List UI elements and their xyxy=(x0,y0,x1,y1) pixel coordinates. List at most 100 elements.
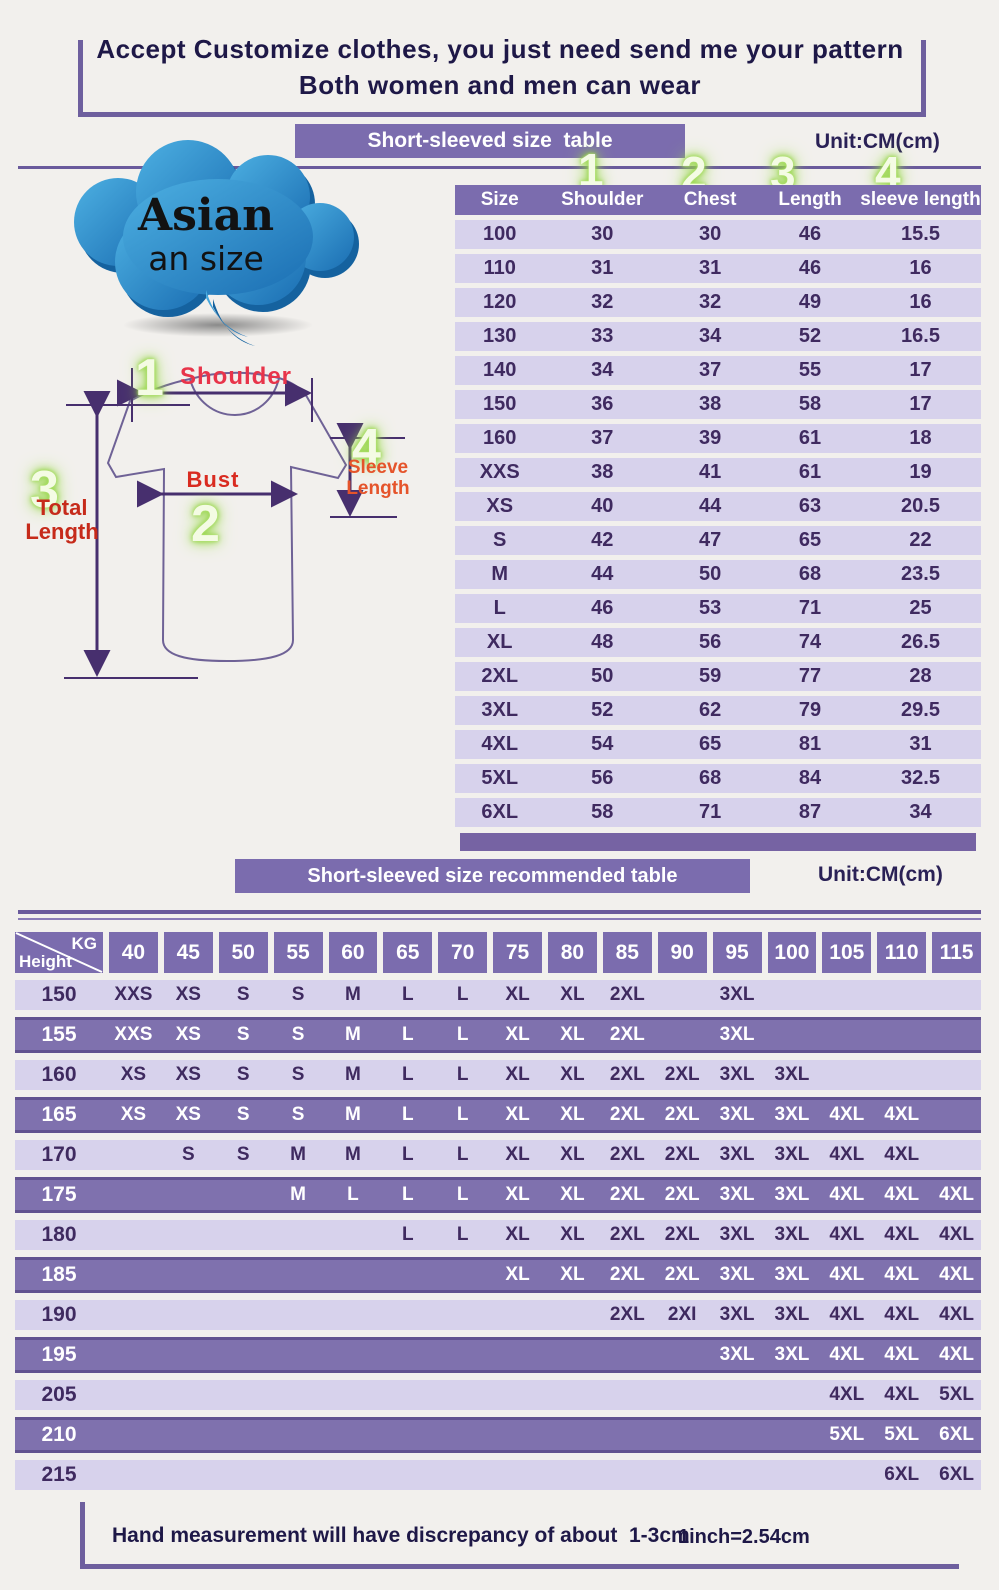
shirt-measure-diagram xyxy=(64,368,405,679)
size-cell xyxy=(219,1420,268,1450)
size-cell xyxy=(164,1460,213,1490)
size-cell xyxy=(274,1380,323,1410)
size-cell xyxy=(219,1180,268,1210)
shirt-collar-line xyxy=(189,371,280,380)
size-cell xyxy=(164,1260,213,1290)
shoulder-label: Shoulder xyxy=(180,363,293,390)
banner-frame xyxy=(78,40,926,117)
section1-title-bar: Short-sleeved size table xyxy=(295,124,685,158)
weight-header-cell: 80 xyxy=(548,932,597,973)
size-cell: 4XL xyxy=(829,1184,865,1205)
size-cell: 3XL xyxy=(774,1184,810,1205)
size-cell xyxy=(219,1260,268,1290)
recommend-row: 210 5XL 5XL 6XL xyxy=(15,1417,981,1453)
weight-header-cell: 105 xyxy=(822,932,872,973)
size-cell: M xyxy=(290,1144,306,1165)
size-cell: 4XL xyxy=(884,1384,920,1405)
size-table-cell: 44 xyxy=(544,560,661,589)
size-table-cell: 71 xyxy=(760,594,860,623)
size-cell xyxy=(713,1380,762,1410)
size-cell: 2XL xyxy=(609,1144,645,1165)
size-table-cell: 81 xyxy=(760,730,860,759)
size-table-cell: 84 xyxy=(760,764,860,793)
recommend-row-grid: 165 XS XS S S M L L XL XL 2XL 2XL 3XL 3XL 4XL 4XL xyxy=(15,1100,981,1130)
size-cell xyxy=(438,1300,487,1330)
size-cell: 4XL xyxy=(884,1184,920,1205)
size-cell xyxy=(164,1420,213,1450)
size-cell xyxy=(383,1380,432,1410)
recommend-row: 155 XXS XS S S M L L XL XL 2XL 3XL xyxy=(15,1017,981,1053)
size-cell: XS xyxy=(120,1064,147,1085)
size-cell xyxy=(164,1380,213,1410)
size-cell: L xyxy=(402,984,414,1005)
size-cell: 3XL xyxy=(719,1184,755,1205)
recommend-row: 185 XL XL 2XL 2XL 3XL 3XL 4XL 4XL 4XL xyxy=(15,1257,981,1293)
weight-header-cell: 75 xyxy=(493,932,542,973)
size-table-cell: 38 xyxy=(544,458,661,487)
size-cell xyxy=(493,1420,542,1450)
weight-header-cell: 60 xyxy=(328,932,378,973)
cloud-shape xyxy=(74,140,354,337)
size-cell: 4XL xyxy=(884,1224,920,1245)
size-cell: 6XL xyxy=(939,1424,974,1445)
size-cell: 3XL xyxy=(719,1344,755,1365)
size-table-cell: 38 xyxy=(660,390,761,419)
recommend-row-grid: 185 XL XL 2XL 2XL 3XL 3XL 4XL 4XL 4XL xyxy=(15,1260,981,1290)
size-cell xyxy=(109,1460,158,1490)
size-cell: S xyxy=(236,984,250,1005)
size-table-cell: 28 xyxy=(860,662,981,691)
recommend-row-grid: 210 5XL 5XL 6XL xyxy=(15,1420,981,1450)
weight-header-cell: 100 xyxy=(767,932,817,973)
size-cell xyxy=(329,1380,378,1410)
size-cell xyxy=(219,1460,268,1490)
size-cell: 3XL xyxy=(719,1144,755,1165)
weight-header-cell: 40 xyxy=(109,932,158,973)
size-cell: 3XL xyxy=(774,1304,810,1325)
size-cell: 2XL xyxy=(664,1144,700,1165)
size-cell: 3XL xyxy=(719,1264,755,1285)
size-cell: L xyxy=(402,1224,414,1245)
height-cell: 160 xyxy=(41,1063,77,1086)
size-table-row: 4XL 54 65 81 31 xyxy=(455,730,981,759)
size-cell xyxy=(877,1060,926,1090)
size-cell: 3XL xyxy=(719,1104,755,1125)
recommend-row-grid: 180 L L XL XL 2XL 2XL 3XL 3XL 4XL 4XL 4XL xyxy=(15,1220,981,1250)
size-cell: 3XL xyxy=(719,1024,755,1045)
size-cell: L xyxy=(402,1184,414,1205)
size-cell xyxy=(658,1460,707,1490)
size-table-cell: 31 xyxy=(660,254,761,283)
size-cell: 3XL xyxy=(774,1064,810,1085)
height-cell: 170 xyxy=(41,1143,77,1166)
size-cell xyxy=(109,1260,158,1290)
size-cell xyxy=(768,1460,817,1490)
size-table: Size Shoulder Chest Length sleeve length 100… xyxy=(455,180,981,851)
size-cell: L xyxy=(402,1024,414,1045)
size-table-cell: 65 xyxy=(760,526,860,555)
size-cell xyxy=(932,1140,981,1170)
size-cell xyxy=(493,1380,542,1410)
size-table-cell: S xyxy=(455,526,545,555)
size-table-cell: 30 xyxy=(660,220,761,249)
weight-header-cell: 95 xyxy=(712,932,762,973)
size-cell: XL xyxy=(505,984,530,1005)
size-table-cell: 32 xyxy=(544,288,661,317)
size-cell: XL xyxy=(560,1184,585,1205)
size-table-cell: 32 xyxy=(660,288,761,317)
size-cell: 3XL xyxy=(774,1104,810,1125)
size-cell: 4XL xyxy=(884,1144,920,1165)
size-table-row: M 44 50 68 23.5 xyxy=(455,560,981,589)
size-cell xyxy=(164,1300,213,1330)
size-cell: 4XL xyxy=(829,1384,865,1405)
size-cell xyxy=(768,1020,817,1050)
size-cell xyxy=(658,980,707,1010)
size-table-cell: 65 xyxy=(660,730,761,759)
size-cell: XL xyxy=(505,1024,530,1045)
size-cell xyxy=(109,1180,158,1210)
size-cell xyxy=(438,1260,487,1290)
size-cell: 6XL xyxy=(884,1464,920,1485)
size-cell: 3XL xyxy=(719,1304,755,1325)
size-table-cell: 160 xyxy=(455,424,545,453)
size-table-header-cell: Shoulder xyxy=(544,185,661,215)
size-cell: XL xyxy=(560,1264,585,1285)
size-cell xyxy=(274,1420,323,1450)
